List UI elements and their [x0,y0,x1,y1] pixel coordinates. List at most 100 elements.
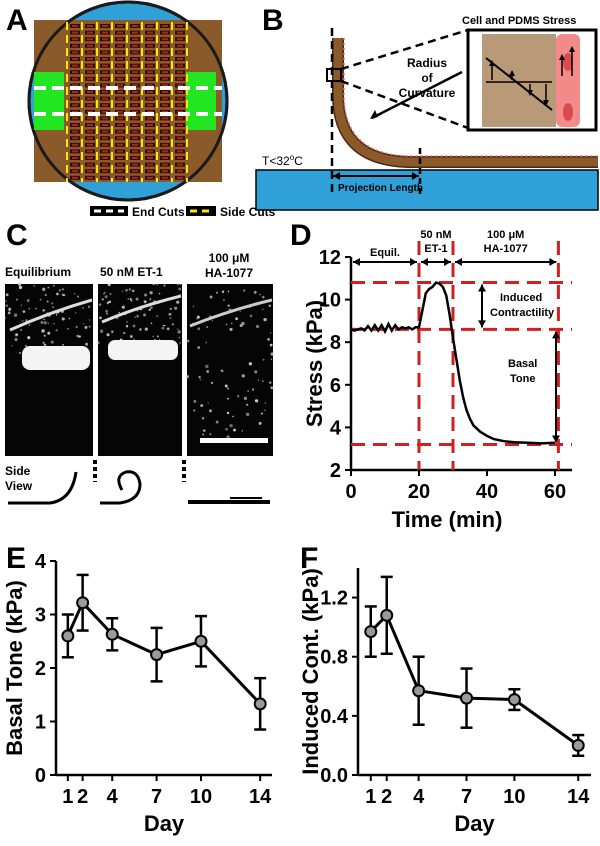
chart-e-data-point [76,596,90,610]
label-ha-line2: HA-1077 [205,266,253,280]
svg-text:50 nM: 50 nM [420,229,451,241]
side-cut-lines [66,22,188,182]
chart-e-x-tick-label: 1 [62,786,73,808]
svg-text:Contractility: Contractility [490,307,555,319]
pdms-cross-section [482,34,556,127]
svg-text:HA-1077: HA-1077 [484,243,528,255]
chart-e-data-point [253,697,267,711]
label-equilibrium: Equilibrium [5,265,71,279]
chart-e-x-tick-label: 14 [249,786,272,808]
chart-f-x-tick-label: 14 [567,786,590,808]
chart-f-y-axis-title: Induced Cont. (kPa) [298,568,323,775]
chart-e-x-tick-label: 7 [151,786,162,808]
svg-text:Induced: Induced [500,292,542,304]
stress-trace [350,281,556,445]
panel-label-b: B [262,4,284,37]
micrograph-texture [3,282,274,439]
zoom-box [326,68,342,82]
chart-f-y-tick-label: 0.0 [320,765,348,787]
chart-e-y-tick-label: 0 [35,765,46,787]
label-et1: 50 nM ET-1 [100,265,163,279]
chart-f-x-tick-label: 2 [381,786,392,808]
radius-label-1: Radius [407,56,447,70]
projection-length-label: Projection Length [338,183,423,194]
chart-f-data-point [460,691,474,705]
chart-e-y-tick-label: 2 [35,658,46,680]
panel-label-a: A [6,4,28,37]
chart-f-data-point [380,608,394,622]
chart-e-data-point [150,648,164,662]
side-view-curl-et1 [100,470,142,505]
chart-e-y-tick-label: 1 [35,712,46,734]
legend-end-cuts: End Cuts [132,205,185,219]
d-y-axis-title: Stress (kPa) [302,300,327,427]
d-y-tick-label: 4 [330,417,342,439]
panel-label-d: D [290,219,312,252]
chart-e-y-axis-title: Basal Tone (kPa) [2,580,27,756]
chart-f-x-tick-label: 7 [461,786,472,808]
panel-c-micrographs: Equilibrium 50 nM ET-1 100 μM HA-1077 Si… [3,251,274,505]
svg-text:Basal: Basal [508,358,537,370]
chart-f-x-tick-label: 1 [365,786,376,808]
panel-a-legend: End Cuts Side Cuts [90,205,276,219]
panel-a-wafer [27,0,229,202]
radius-label-3: Curvature [399,86,456,100]
chart-e-y-tick-label: 4 [35,551,47,573]
chart-f-data-point [507,693,521,707]
chart-f: 0.0 0.4 0.8 1.2 1 2 4 7 10 14 Day Induced Cont. (kP… [298,568,591,836]
chart-e-x-tick-label: 4 [107,786,119,808]
cell-grid [70,24,185,180]
chart-e-data-point [61,629,75,643]
panel-label-c: C [6,219,28,252]
d-x-tick-label: 0 [345,481,356,503]
panel-label-f: F [300,542,318,575]
cell-layer [343,38,598,157]
chart-e-x-tick-label: 10 [190,786,212,808]
label-ha-line1: 100 μM [209,251,250,265]
chart-f-data-point [364,625,378,639]
tissue-band-et1 [108,340,178,360]
curled-film [333,38,598,167]
d-x-tick-label: 40 [476,481,498,503]
chart-e-x-tick-label: 2 [77,786,88,808]
chart-f-x-tick-label: 4 [413,786,425,808]
svg-text:Tone: Tone [510,373,535,385]
side-view-line1: Side [5,464,31,478]
chart-f-series-line [369,612,580,747]
scale-bar [200,438,268,443]
d-y-tick-label: 10 [319,290,341,312]
chart-e-data-point [105,627,119,641]
clamp-right [186,72,216,130]
clamp-left [34,72,64,130]
chart-f-y-tick-label: 0.8 [320,647,348,669]
chart-f-y-tick-label: 0.4 [320,706,349,728]
chart-f-y-tick-label: 1.2 [320,588,348,610]
side-view-line2: View [5,479,33,493]
chart-e-series-line [66,600,262,705]
phase-annotations: Equil. 50 nM ET-1 100 μM HA-1077 Induced Contr… [353,229,560,443]
d-x-tick-label: 60 [544,481,566,503]
d-y-tick-label: 2 [330,460,341,482]
chart-e-x-axis-title: Day [144,811,185,836]
chart-f-data-point [571,738,585,752]
chart-e-y-tick-label: 3 [35,605,46,627]
panel-label-e: E [6,542,26,575]
d-x-tick-label: 20 [408,481,430,503]
chart-f-x-axis-title: Day [454,811,495,836]
d-y-tick-label: 12 [319,247,341,269]
svg-text:100 μM: 100 μM [487,229,524,241]
panel-b-schematic: Projection Length Radius of Curvature T<… [255,15,599,211]
water-bath [255,169,599,211]
d-y-tick-label: 6 [330,375,341,397]
d-y-tick-label: 8 [330,332,341,354]
chart-e-data-point [194,634,208,648]
inset-title: Cell and PDMS Stress [462,15,576,27]
side-view-curve-equilibrium [8,471,78,505]
image-et1 [98,284,182,456]
temperature-label: T<32oC [262,153,303,168]
tissue-band-equilibrium [22,346,90,370]
chart-f-x-tick-label: 10 [503,786,525,808]
radius-label-2: of [421,71,433,85]
